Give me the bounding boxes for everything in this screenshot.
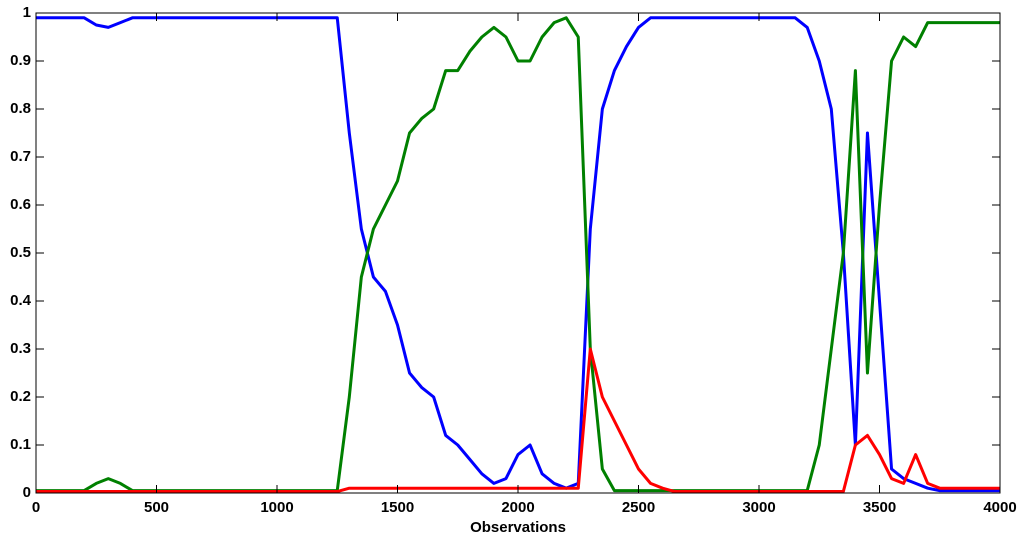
x-tick-label: 3500 [863, 499, 896, 516]
y-tick-label: 1 [23, 4, 31, 21]
x-tick-label: 2000 [501, 499, 534, 516]
y-tick-label: 0.2 [10, 388, 31, 405]
line-series [36, 16, 1000, 493]
x-tick-label: 4000 [983, 499, 1016, 516]
y-tick-label: 0.8 [10, 100, 31, 117]
x-tick-label: 1000 [260, 499, 293, 516]
x-tick-label: 500 [144, 499, 169, 516]
y-tick-label: 0.4 [10, 292, 32, 309]
y-tick-label: 0.3 [10, 340, 31, 357]
y-tick-label: 0.7 [10, 148, 31, 165]
x-tick-label: 3000 [742, 499, 775, 516]
y-tick-label: 0 [23, 484, 31, 501]
x-tick-label: 2500 [622, 499, 655, 516]
y-tick-label: 0.9 [10, 52, 31, 69]
y-tick-label: 0.6 [10, 196, 31, 213]
y-tick-label: 0.5 [10, 244, 31, 261]
x-tick-label: 0 [32, 499, 40, 516]
x-tick-label: 1500 [381, 499, 414, 516]
y-tick-label: 0.1 [10, 436, 31, 453]
x-axis-label: Observations [470, 519, 566, 536]
